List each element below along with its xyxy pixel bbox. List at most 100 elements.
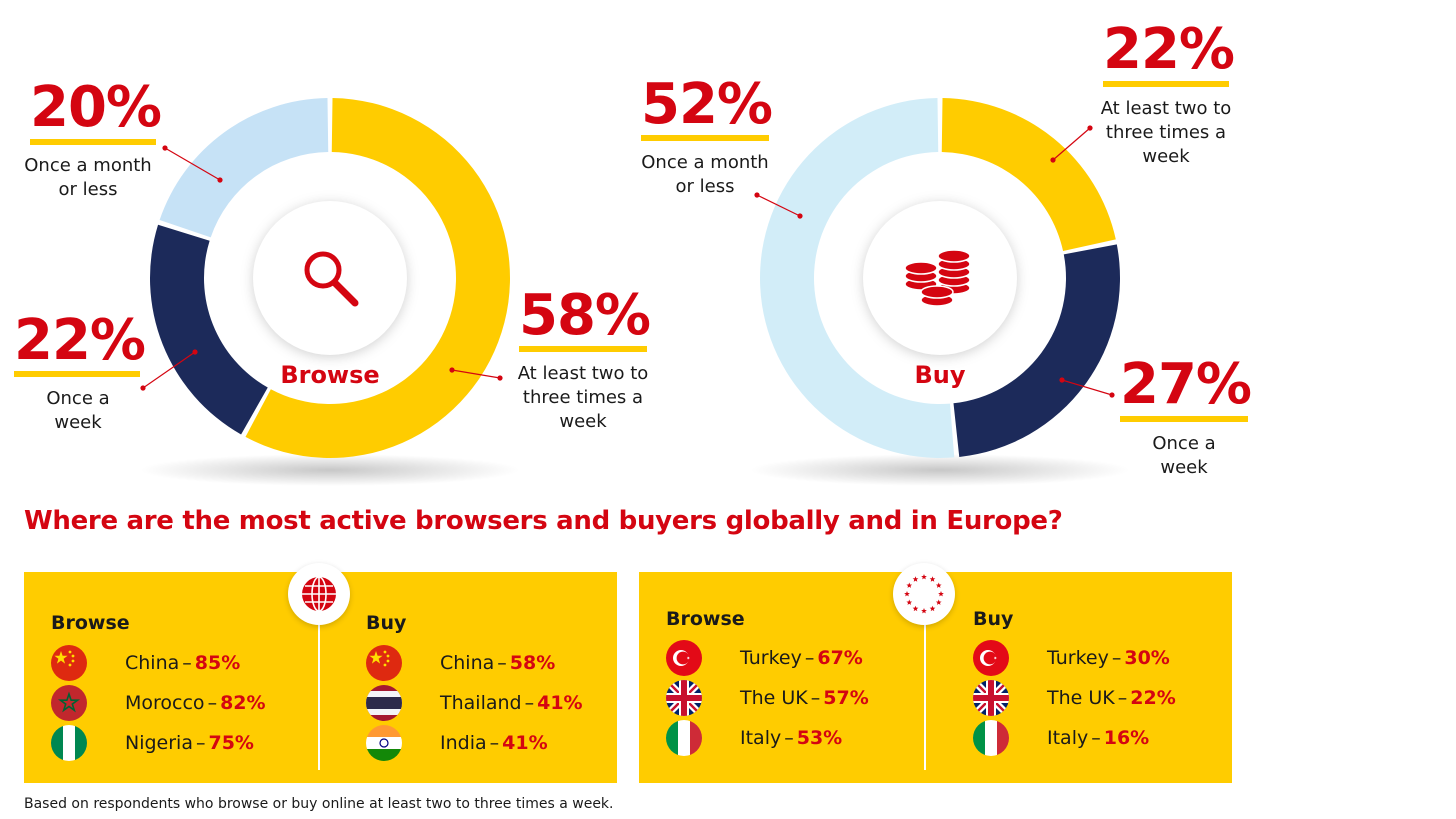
browse-center-label: Browse	[280, 361, 380, 389]
turkey-flag-icon	[666, 640, 702, 676]
browse-frequent-pct: 58%	[519, 283, 651, 348]
country-value: 30%	[1124, 647, 1170, 669]
global-browse-heading: Browse	[51, 612, 130, 634]
highlight-bar	[1103, 81, 1229, 87]
country-name: India	[440, 732, 487, 754]
browse-monthly-pct: 20%	[30, 75, 162, 140]
country-value: 53%	[796, 727, 843, 749]
star-icon	[921, 608, 927, 614]
buy-monthly-caption: Once a month or less	[641, 152, 769, 197]
globe-icon	[302, 576, 336, 612]
country-name: China	[440, 652, 495, 674]
country-name: Morocco	[125, 692, 205, 714]
morocco-flag-icon	[51, 685, 87, 721]
list-item: Thailand –41%	[366, 683, 583, 723]
donut-slice	[941, 98, 1116, 251]
star-icon	[912, 605, 919, 612]
donut-charts	[140, 98, 1130, 486]
country-value: 82%	[220, 692, 266, 714]
star-icon	[906, 599, 913, 605]
donut-slice	[760, 98, 955, 458]
star-icon	[921, 574, 927, 580]
browse-weekly-caption: Once a week	[46, 388, 110, 433]
browse-weekly-pct: 22%	[14, 308, 146, 373]
donut-slice	[159, 98, 329, 238]
highlight-bar	[1120, 416, 1248, 422]
donut-slice	[953, 244, 1120, 457]
country-name: Italy	[1047, 727, 1089, 749]
highlight-bar	[14, 371, 140, 377]
eu-badge	[893, 563, 955, 625]
panel-divider	[318, 620, 320, 770]
browse-donut	[149, 98, 510, 458]
country-value: 58%	[509, 652, 556, 674]
country-name: Italy	[740, 727, 782, 749]
buy-weekly-caption: Once a week	[1152, 433, 1216, 478]
star-icon	[929, 576, 936, 582]
buy-donut	[760, 98, 1120, 458]
country-value: 41%	[502, 732, 548, 754]
list-item: Italy –16%	[973, 718, 1149, 758]
star-icon	[906, 582, 913, 588]
browse-frequent-caption: At least two to three times a week	[517, 363, 649, 432]
italy-flag-icon	[973, 720, 1009, 756]
china-flag-icon	[51, 645, 87, 681]
list-item: Italy –53%	[666, 718, 842, 758]
section-question: Where are the most active browsers and b…	[24, 506, 1063, 536]
list-item: Morocco –82%	[51, 683, 266, 723]
thailand-flag-icon	[366, 685, 402, 721]
country-name: China	[125, 652, 180, 674]
uk-flag-icon	[973, 680, 1009, 716]
country-value: 41%	[537, 692, 583, 714]
country-name: Turkey	[1047, 647, 1109, 669]
country-value: 57%	[823, 687, 869, 709]
browse-donut-shadow	[140, 454, 520, 486]
europe-browse-heading: Browse	[666, 608, 745, 630]
global-buy-heading: Buy	[366, 612, 407, 634]
india-flag-icon	[366, 725, 402, 761]
list-item: China –85%	[51, 643, 240, 683]
buy-donut-shadow	[750, 454, 1130, 486]
italy-flag-icon	[666, 720, 702, 756]
buy-monthly-pct: 52%	[641, 72, 773, 137]
country-value: 16%	[1103, 727, 1150, 749]
list-item: China –58%	[366, 643, 555, 683]
star-icon	[935, 599, 942, 605]
europe-buy-heading: Buy	[973, 608, 1014, 630]
globe-badge	[288, 563, 350, 625]
highlight-bar	[641, 135, 769, 141]
country-value: 75%	[208, 732, 254, 754]
country-value: 85%	[194, 652, 241, 674]
buy-frequent-pct: 22%	[1103, 17, 1235, 82]
highlight-bar	[519, 346, 647, 352]
footnote: Based on respondents who browse or buy o…	[24, 796, 614, 812]
star-icon	[938, 591, 944, 597]
country-value: 67%	[817, 647, 863, 669]
country-name: Thailand	[440, 692, 522, 714]
country-value: 22%	[1130, 687, 1176, 709]
browse-monthly-caption: Once a month or less	[24, 155, 152, 200]
buy-center-label: Buy	[914, 361, 966, 389]
country-name: Turkey	[740, 647, 802, 669]
buy-weekly-pct: 27%	[1120, 352, 1252, 417]
star-icon	[935, 582, 942, 588]
coins-icon	[904, 249, 971, 307]
country-name: The UK	[740, 687, 808, 709]
highlight-bar	[30, 139, 156, 145]
eu-stars-icon	[904, 574, 944, 614]
list-item: The UK –57%	[666, 678, 869, 718]
star-icon	[912, 576, 919, 582]
search-icon	[304, 251, 359, 307]
uk-flag-icon	[666, 680, 702, 716]
panel-divider	[924, 620, 926, 770]
star-icon	[904, 591, 910, 597]
buy-frequent-caption: At least two to three times a week	[1100, 98, 1232, 167]
nigeria-flag-icon	[51, 725, 87, 761]
list-item: Nigeria –75%	[51, 723, 254, 763]
donut-slice	[149, 224, 268, 435]
list-item: Turkey –67%	[666, 638, 863, 678]
list-item: India –41%	[366, 723, 548, 763]
country-name: The UK	[1047, 687, 1115, 709]
china-flag-icon	[366, 645, 402, 681]
country-name: Nigeria	[125, 732, 193, 754]
